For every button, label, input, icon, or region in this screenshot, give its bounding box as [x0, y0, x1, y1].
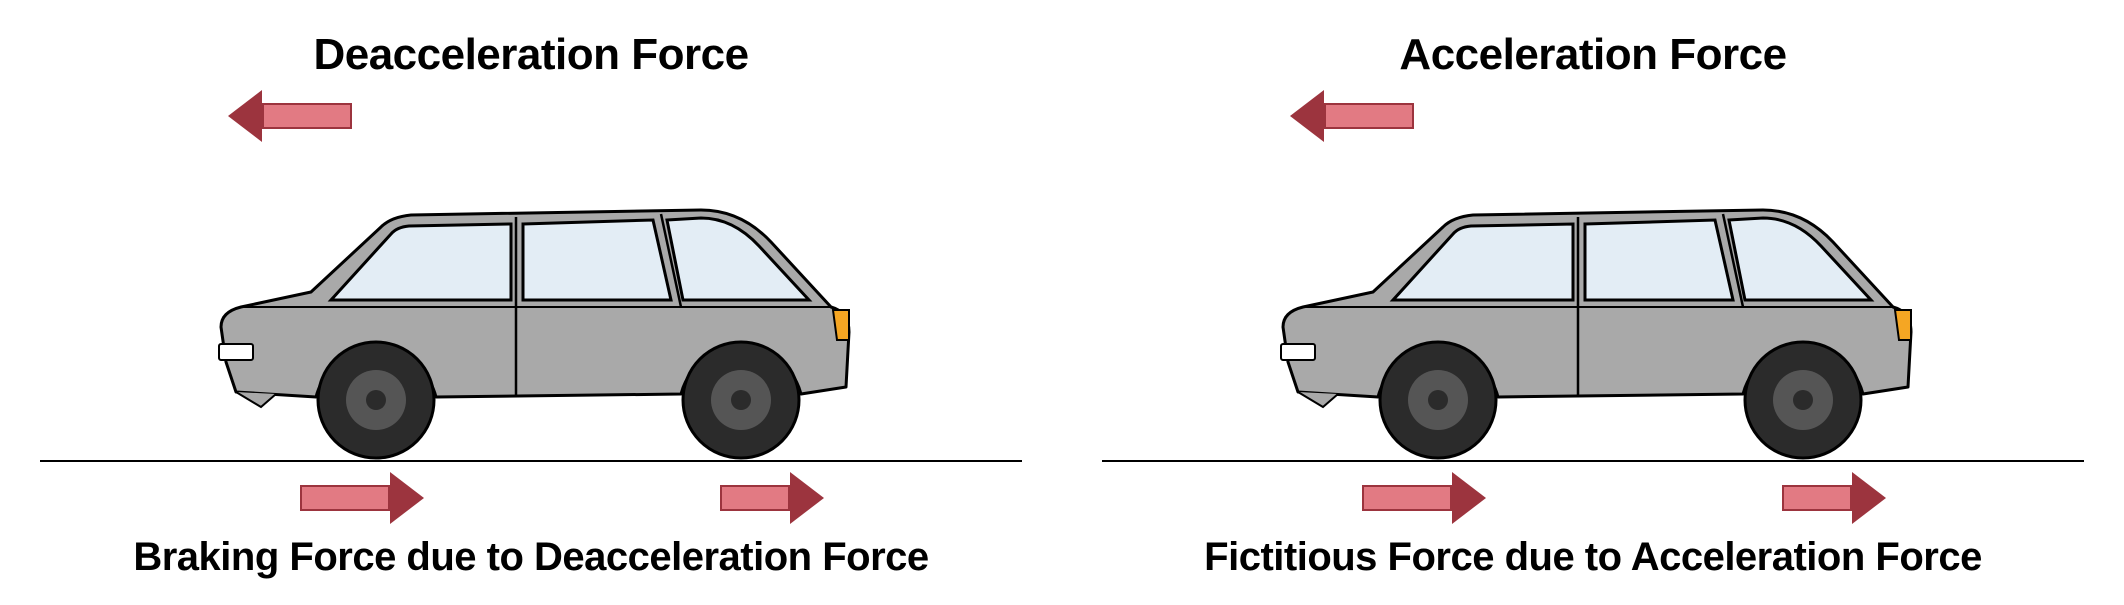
top-arrow-right-panel	[1292, 96, 1414, 136]
bottom-arrow-2-right-panel	[1782, 478, 1884, 518]
car-front-lip	[1298, 392, 1338, 407]
bottom-arrow-1-right-panel	[1362, 478, 1484, 518]
car-front-lip	[236, 392, 276, 407]
car-mid-window	[1585, 220, 1733, 300]
car-headlight	[1281, 344, 1315, 360]
subtitle-left: Braking Force due to Deacceleration Forc…	[0, 535, 1062, 580]
car-front-wheel	[318, 342, 434, 458]
diagram-stage: Deacceleration Force Braking Force due t…	[0, 0, 2124, 605]
bottom-arrow-2-left-panel	[720, 478, 822, 518]
car-headlight	[219, 344, 253, 360]
title-left: Deacceleration Force	[0, 30, 1062, 80]
panel-acceleration: Acceleration Force Fictitious Force due …	[1062, 0, 2124, 605]
car-mid-window	[523, 220, 671, 300]
car-right	[1243, 172, 1943, 462]
car-rear-wheel	[1745, 342, 1861, 458]
ground-right	[1102, 460, 2084, 462]
car-left	[181, 172, 881, 462]
bottom-arrow-1-left-panel	[300, 478, 422, 518]
panel-deacceleration: Deacceleration Force Braking Force due t…	[0, 0, 1062, 605]
car-rear-wheel	[683, 342, 799, 458]
car-taillight	[1895, 310, 1911, 340]
subtitle-right: Fictitious Force due to Acceleration For…	[1062, 535, 2124, 580]
title-right: Acceleration Force	[1062, 30, 2124, 80]
ground-left	[40, 460, 1022, 462]
top-arrow-left-panel	[230, 96, 352, 136]
car-front-wheel	[1380, 342, 1496, 458]
car-taillight	[833, 310, 849, 340]
